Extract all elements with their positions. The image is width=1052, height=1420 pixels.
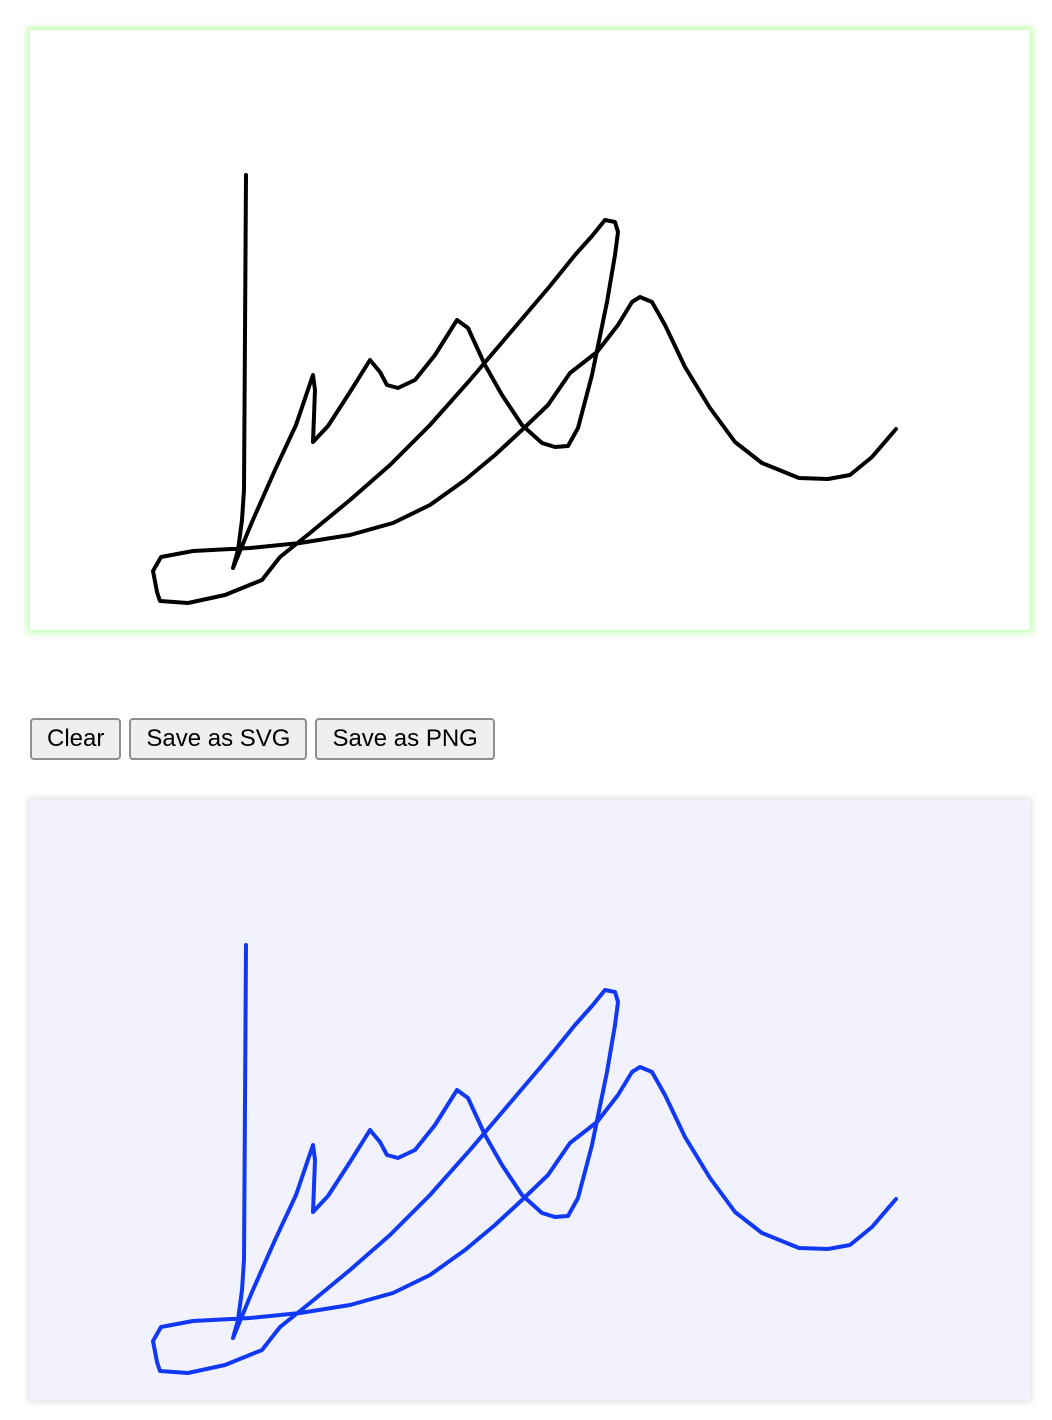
save-svg-button[interactable]: Save as SVG — [129, 718, 308, 760]
signature-stroke — [151, 173, 898, 605]
signature-canvas[interactable] — [30, 30, 1030, 630]
signature-preview — [30, 800, 1030, 1400]
preview-stroke — [151, 943, 898, 1375]
clear-button[interactable]: Clear — [30, 718, 122, 760]
preview-stroke-layer — [151, 943, 898, 1375]
toolbar: Clear Save as SVG Save as PNG — [30, 718, 495, 760]
signature-stroke-layer — [151, 173, 898, 605]
save-png-button[interactable]: Save as PNG — [315, 718, 495, 760]
